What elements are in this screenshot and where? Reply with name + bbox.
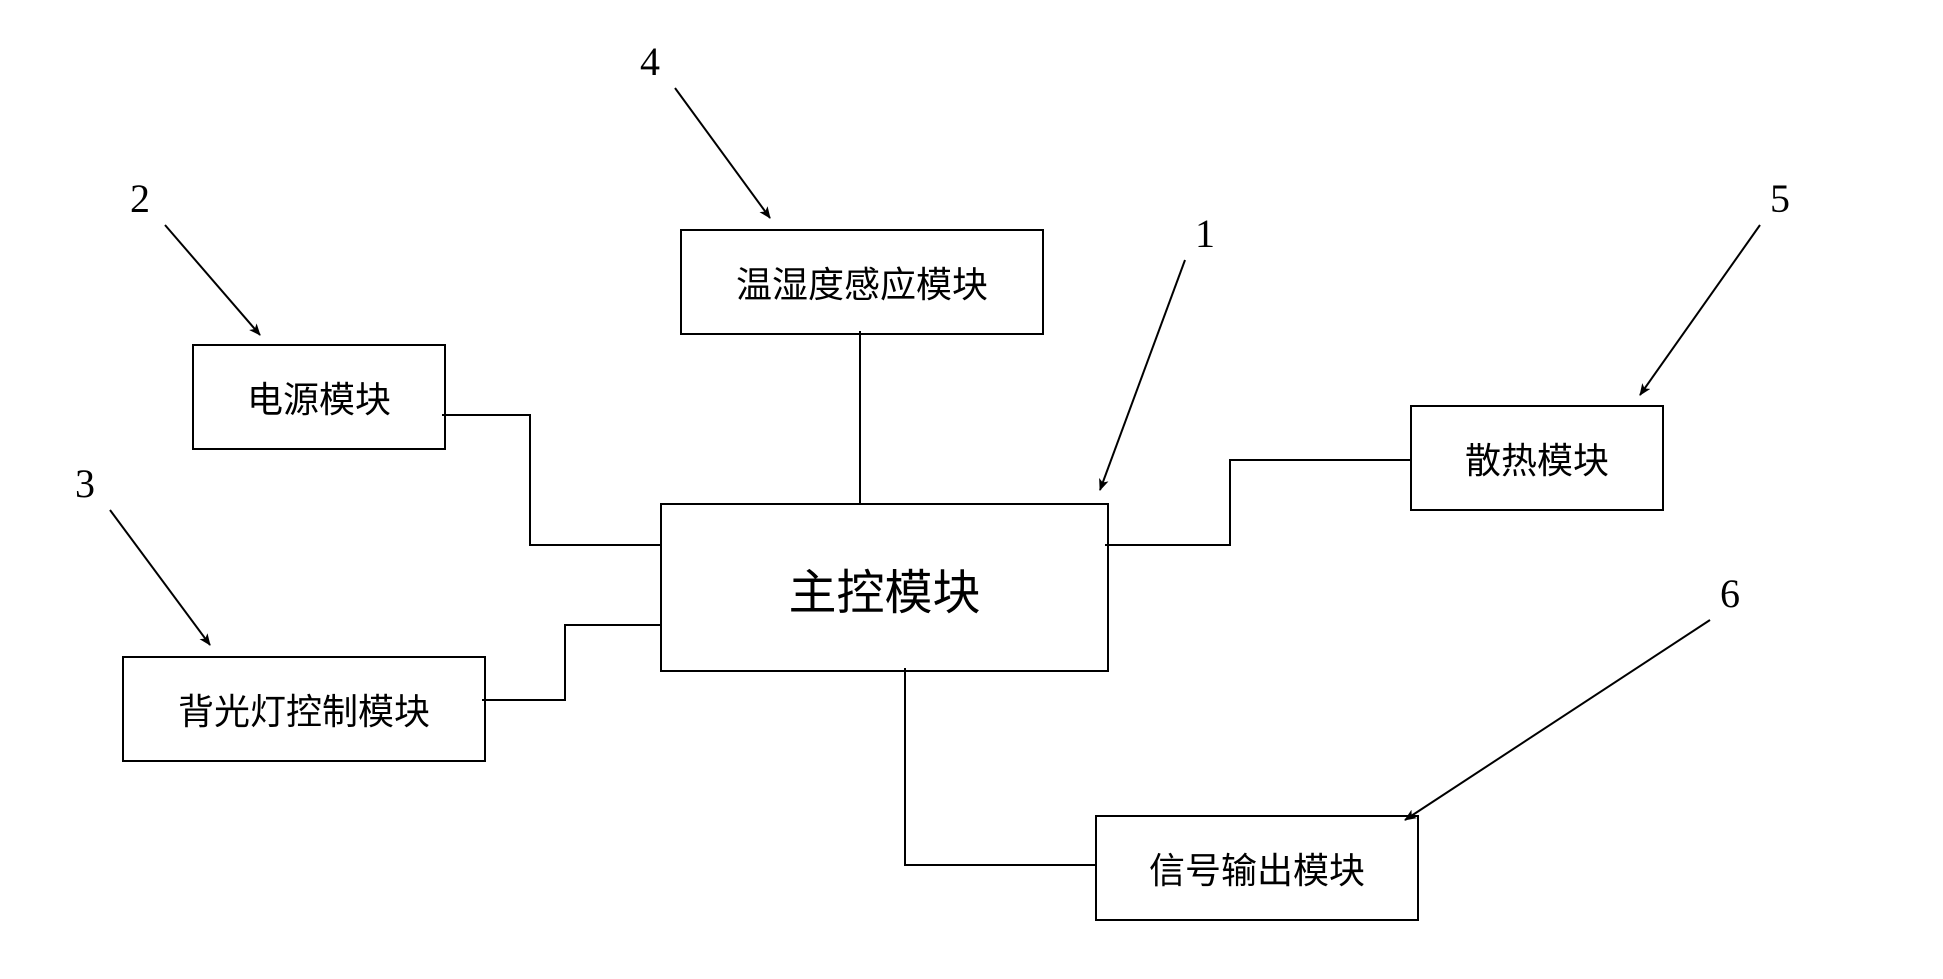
node-signal-label: 信号输出模块 — [1149, 842, 1365, 894]
node-power-label: 电源模块 — [247, 371, 391, 423]
node-signal-module: 信号输出模块 — [1095, 815, 1419, 921]
node-cooling-label: 散热模块 — [1465, 432, 1609, 484]
callout-6-label: 6 — [1720, 570, 1740, 617]
callout-2-label: 2 — [130, 175, 150, 222]
node-main-control: 主控模块 — [660, 503, 1109, 672]
diagram-stage: 主控模块 电源模块 背光灯控制模块 温湿度感应模块 散热模块 信号输出模块 1 … — [0, 0, 1943, 979]
node-humidity-module: 温湿度感应模块 — [680, 229, 1044, 335]
callout-5-label: 5 — [1770, 175, 1790, 222]
node-humidity-label: 温湿度感应模块 — [736, 256, 988, 308]
node-power-module: 电源模块 — [192, 344, 446, 450]
node-main-label: 主控模块 — [788, 553, 980, 623]
node-backlight-module: 背光灯控制模块 — [122, 656, 486, 762]
callout-1-label: 1 — [1195, 210, 1215, 257]
node-cooling-module: 散热模块 — [1410, 405, 1664, 511]
callout-4-label: 4 — [640, 38, 660, 85]
callout-3-label: 3 — [75, 460, 95, 507]
node-backlight-label: 背光灯控制模块 — [178, 683, 430, 735]
